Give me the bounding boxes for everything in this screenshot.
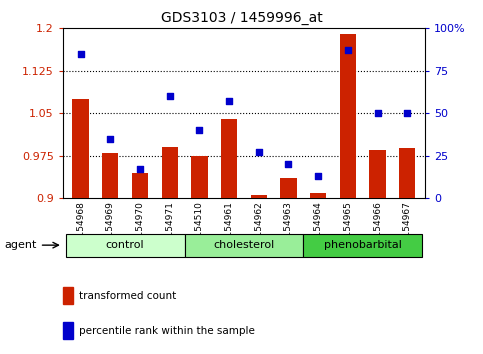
Bar <box>191 156 208 198</box>
Point <box>166 93 173 99</box>
Bar <box>340 34 356 198</box>
Text: GDS3103 / 1459996_at: GDS3103 / 1459996_at <box>161 11 322 25</box>
Point <box>255 149 263 155</box>
Point <box>374 110 382 116</box>
Text: cholesterol: cholesterol <box>213 240 274 250</box>
Point <box>106 136 114 142</box>
Bar <box>251 195 267 198</box>
FancyBboxPatch shape <box>185 234 303 257</box>
Text: transformed count: transformed count <box>79 291 176 301</box>
Point <box>225 98 233 104</box>
Bar <box>399 148 415 198</box>
Bar <box>63 322 73 339</box>
Bar <box>72 99 89 198</box>
Bar <box>310 193 327 198</box>
Point <box>344 47 352 53</box>
Point <box>196 127 203 133</box>
Bar <box>102 153 118 198</box>
Point <box>284 161 292 167</box>
Point <box>77 51 85 57</box>
Text: agent: agent <box>5 240 37 250</box>
FancyBboxPatch shape <box>66 234 185 257</box>
Bar <box>63 287 73 304</box>
Bar <box>369 150 386 198</box>
Bar <box>132 173 148 198</box>
Text: percentile rank within the sample: percentile rank within the sample <box>79 326 255 336</box>
Bar <box>221 119 237 198</box>
FancyBboxPatch shape <box>303 234 422 257</box>
Text: control: control <box>106 240 144 250</box>
Bar <box>280 178 297 198</box>
Point <box>136 166 144 172</box>
Bar <box>161 147 178 198</box>
Text: phenobarbital: phenobarbital <box>324 240 402 250</box>
Point <box>314 173 322 179</box>
Point <box>403 110 411 116</box>
